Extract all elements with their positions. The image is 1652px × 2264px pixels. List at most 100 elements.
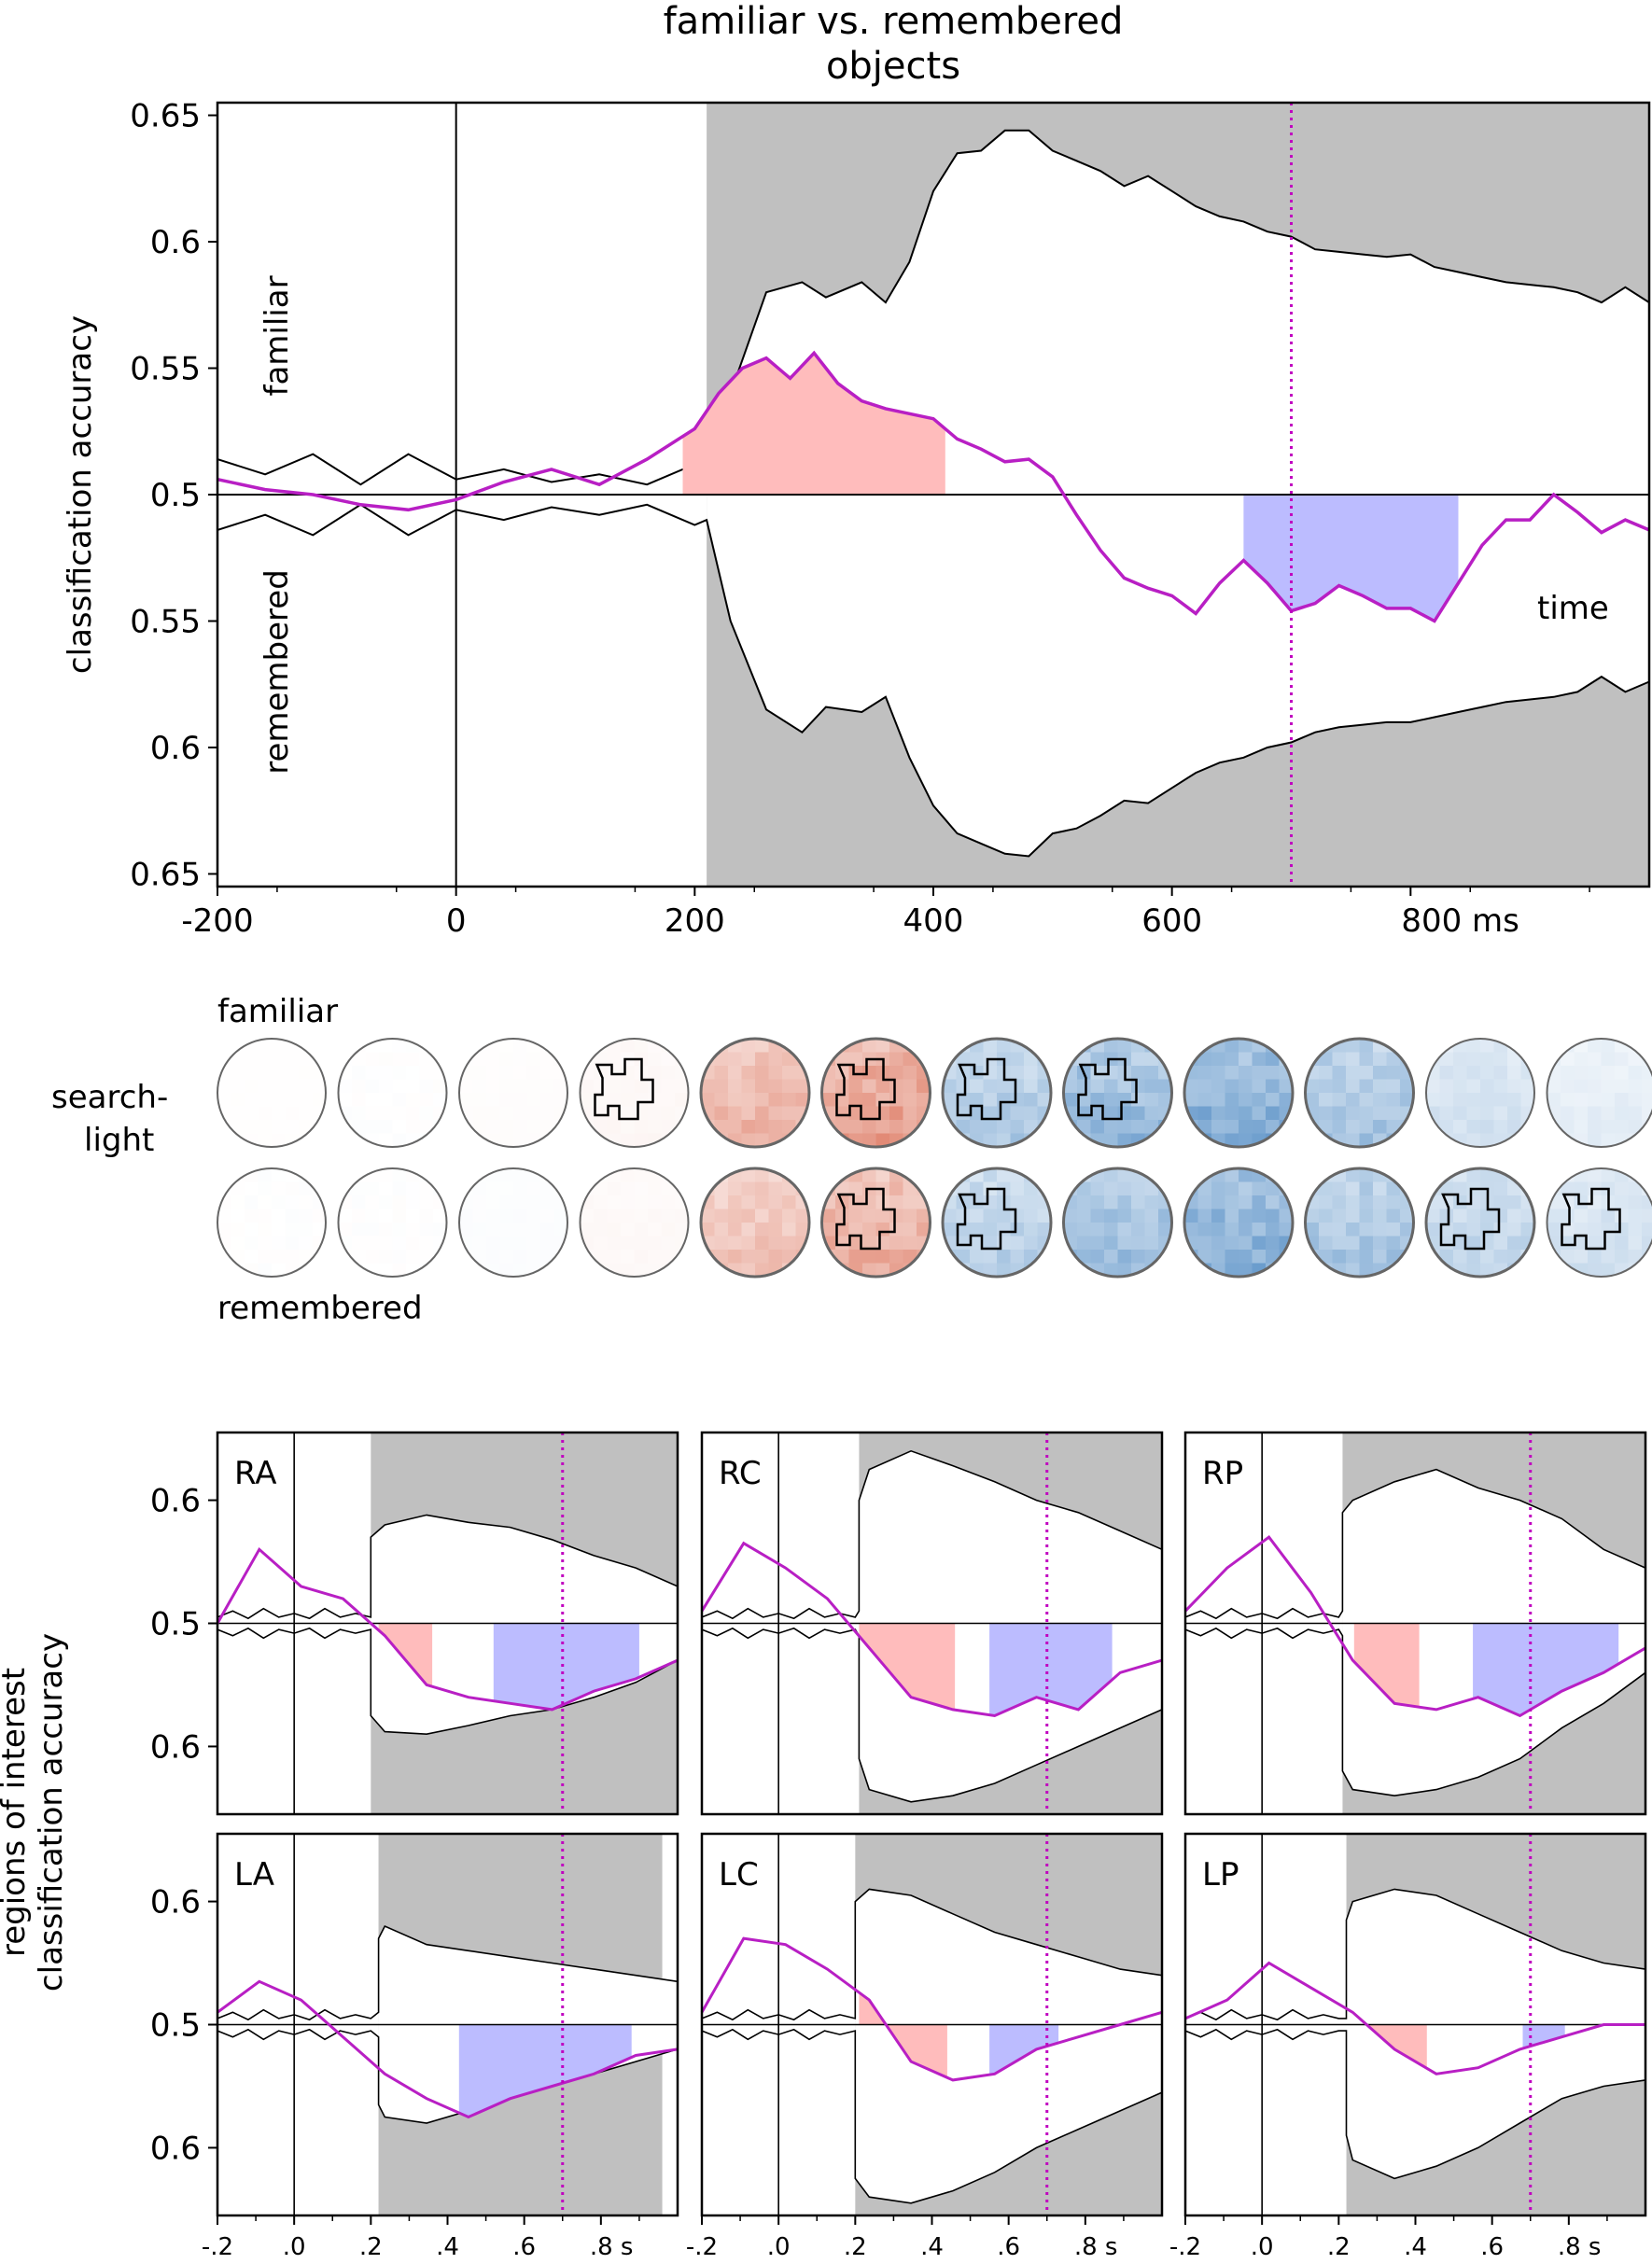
topomap-cell: [1359, 1195, 1374, 1210]
topomap-cell: [1319, 1195, 1334, 1210]
roi-x-tick-label: .4: [1404, 2233, 1427, 2261]
topomap-cell: [1493, 1209, 1508, 1223]
topomap-cell: [1426, 1133, 1441, 1147]
roi-ylabel-line-2: classification accuracy: [33, 1633, 70, 1991]
topomap-cell: [970, 1106, 985, 1121]
topomap-cell: [1225, 1263, 1239, 1277]
topomap-cell: [258, 1236, 273, 1251]
topomap-cell: [1426, 1209, 1441, 1223]
topomap-cell: [1104, 1093, 1119, 1108]
topomap-cell: [365, 1052, 380, 1067]
topomap-cell: [1239, 1093, 1253, 1108]
topomap-cell: [1024, 1079, 1039, 1094]
topomap-cell: [594, 1120, 609, 1135]
topomap-cell: [1197, 1066, 1212, 1081]
topomap-cell: [1063, 1079, 1078, 1094]
topomap-cell: [1131, 1236, 1146, 1251]
topomap-cell: [1480, 1168, 1495, 1183]
topomap-cell: [1332, 1120, 1347, 1135]
topomap-cell: [285, 1120, 300, 1135]
topomap-cell: [1305, 1263, 1320, 1277]
topomap-cell: [1332, 1079, 1347, 1094]
topomap-cell: [835, 1236, 850, 1251]
topomap-cell: [1252, 1120, 1267, 1135]
topomap-cell: [1588, 1263, 1603, 1277]
topomap-cell: [1197, 1106, 1212, 1121]
topomap-cell: [472, 1236, 487, 1251]
topomap-cell: [1211, 1106, 1226, 1121]
topomap-cell: [379, 1236, 394, 1251]
topomap-cell: [365, 1120, 380, 1135]
topomap-cell: [782, 1106, 797, 1121]
topomap-cell: [997, 1223, 1012, 1237]
topomap-cell: [903, 1236, 917, 1251]
topomap-cell: [755, 1168, 770, 1183]
topomap-cell: [1480, 1052, 1495, 1067]
significance-contour: [1077, 1057, 1138, 1121]
topomap-cell: [607, 1250, 622, 1265]
negative-fill-LP: [1522, 2024, 1565, 2048]
topomap-cell: [312, 1168, 326, 1183]
topomap-cell: [352, 1223, 367, 1237]
topomap-cell: [1104, 1106, 1119, 1121]
topomap-cell: [258, 1263, 273, 1277]
topomap-cell: [821, 1079, 836, 1094]
topomap-cell: [1520, 1223, 1534, 1237]
topomap-cell: [782, 1223, 797, 1237]
topomap-cell: [728, 1106, 743, 1121]
topomap-cell: [634, 1250, 649, 1265]
roi-x-tick-label: .2: [359, 2233, 383, 2261]
topomap-cell: [821, 1133, 836, 1147]
topomap-cell: [406, 1223, 421, 1237]
topomap-cell: [648, 1066, 663, 1081]
topomap-cell: [1131, 1052, 1146, 1067]
envelope-fill-main: [707, 130, 1649, 857]
roi-panel-LA: LA 0.6 0.5 0.6 -.2 .0 .2 .4 .6 .8 s: [150, 1832, 679, 2261]
topomap-cell: [848, 1223, 863, 1237]
topomap-cell: [755, 1133, 770, 1147]
topomap-cell: [553, 1209, 567, 1223]
topomap-cell: [1615, 1181, 1630, 1196]
topomap-cell: [1239, 1236, 1253, 1251]
topomap-cell: [848, 1120, 863, 1135]
topomap-cell: [889, 1236, 904, 1251]
topomap-cell: [634, 1093, 649, 1108]
topomap-cell: [513, 1263, 528, 1277]
topomap-cell: [1561, 1106, 1575, 1121]
topomap-cell: [607, 1209, 622, 1223]
topomap-cell: [1279, 1039, 1293, 1054]
topomap-cell: [499, 1093, 514, 1108]
topomap-cell: [1359, 1133, 1374, 1147]
topomap-cell: [406, 1093, 421, 1108]
topomap-cell: [1588, 1066, 1603, 1081]
topomap-cell: [392, 1181, 407, 1196]
topomap-cell: [1010, 1195, 1025, 1210]
topomap-cell: [1211, 1250, 1226, 1265]
topomap-cell: [594, 1181, 609, 1196]
topomap-cell: [821, 1209, 836, 1223]
topomap-cell: [1466, 1093, 1481, 1108]
topomap-cell: [1131, 1066, 1146, 1081]
topomap-cell: [553, 1223, 567, 1237]
topomap-cell: [580, 1209, 595, 1223]
topomap-cell: [1239, 1079, 1253, 1094]
topomap-cell: [392, 1263, 407, 1277]
topomap-cell: [553, 1263, 567, 1277]
topomap-cell: [1239, 1120, 1253, 1135]
topomap-cell: [1480, 1133, 1495, 1147]
topomap-cell: [1373, 1052, 1388, 1067]
topomap-cell: [1346, 1066, 1361, 1081]
topomap-cell: [1561, 1181, 1575, 1196]
topomap-cell: [621, 1181, 636, 1196]
topomap-cell: [1225, 1120, 1239, 1135]
searchlight-row-label-remembered: remembered: [217, 1290, 423, 1327]
topomap-cell: [943, 1168, 958, 1183]
topomap-cell: [1547, 1039, 1561, 1054]
topomap-cell: [526, 1106, 541, 1121]
topomap-cell: [1305, 1168, 1320, 1183]
topomap-cell: [1588, 1106, 1603, 1121]
topomap-cell: [1453, 1106, 1468, 1121]
topomap-cell: [1346, 1181, 1361, 1196]
trace-line-LA: [217, 1979, 679, 2119]
topomap-cell: [983, 1223, 998, 1237]
